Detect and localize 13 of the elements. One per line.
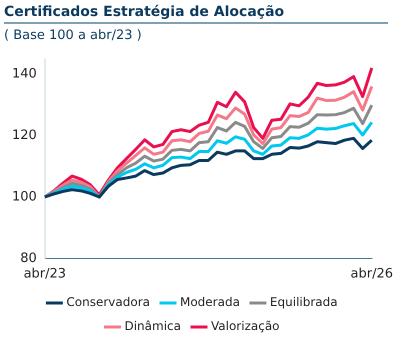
legend-label: Equilibrada xyxy=(270,295,338,310)
x-tick-label: abr/23 xyxy=(24,266,66,282)
x-tick-label: abr/26 xyxy=(350,266,394,282)
chart-subtitle: ( Base 100 a abr/23 ) xyxy=(4,28,143,43)
legend-label: Moderada xyxy=(180,295,240,310)
chart-title: Certificados Estratégia de Alocação xyxy=(4,4,388,24)
y-tick-label: 80 xyxy=(20,250,37,266)
y-tick-label: 100 xyxy=(12,189,37,204)
y-tick-label: 140 xyxy=(12,66,37,82)
legend-label: Conservadora xyxy=(66,295,150,310)
y-tick-label: 120 xyxy=(12,128,37,143)
legend-label: Valorização xyxy=(210,319,280,334)
legend-label: Dinâmica xyxy=(124,319,181,334)
